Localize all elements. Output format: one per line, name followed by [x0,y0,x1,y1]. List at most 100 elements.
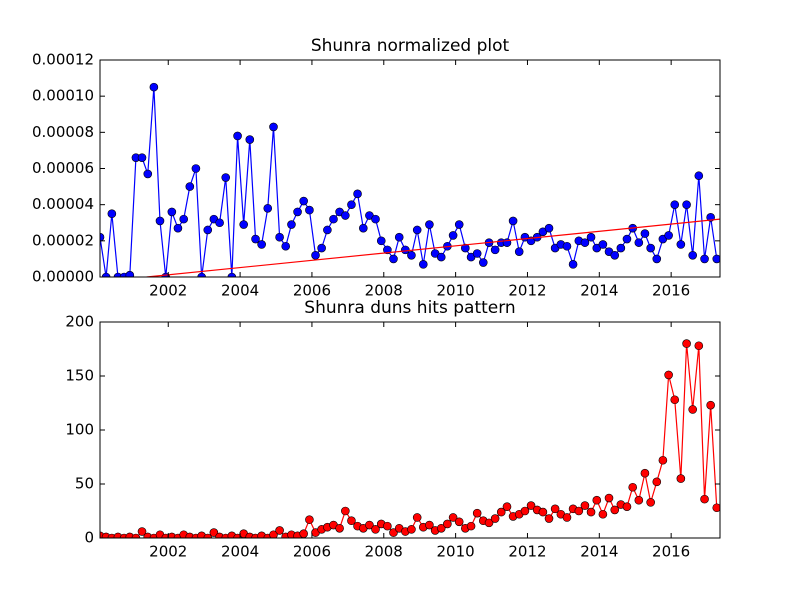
data-point [448,231,458,240]
data-point [167,207,177,217]
data-point [676,474,686,483]
y-tick-label: 0.00004 [32,195,94,213]
data-point [712,254,720,264]
data-point [305,205,314,215]
data-point [305,515,314,524]
data-point [376,236,386,246]
data-point [628,482,638,492]
data-point [592,495,602,505]
data-point [389,528,398,537]
data-point [688,251,697,260]
data-point [646,498,655,507]
data-point [221,173,231,182]
data-point [562,241,572,251]
data-point [203,225,213,235]
data-point [137,527,147,536]
x-tick-label: 2004 [221,543,259,561]
data-point [688,405,697,414]
y-tick-label: 0.00000 [32,268,94,286]
data-point [197,272,206,277]
data-point [634,495,644,505]
data-point [299,529,308,538]
data-point [682,200,691,209]
data-point [383,521,392,531]
data-point [466,521,476,531]
data-point [706,400,715,410]
data-point [538,507,548,517]
data-point [568,260,578,269]
y-tick-label: 0.00012 [32,51,94,69]
data-point [239,220,248,229]
x-tick-label: 2016 [652,282,690,300]
data-point [562,513,572,522]
data-point [209,528,219,537]
data-point [652,254,662,264]
data-point [610,251,620,260]
data-point [269,530,278,538]
data-point [155,216,165,226]
y-tick-label: 0.00008 [32,123,94,141]
data-point [544,223,554,233]
data-point [514,247,524,256]
plot-area [100,322,720,538]
data-point [143,169,153,179]
data-point [664,370,673,380]
data-point [580,238,590,247]
series-line [146,218,720,277]
data-point [269,122,278,132]
data-point [353,189,362,199]
data-point [418,260,428,269]
data-point [335,523,344,533]
y-tick-label: 0 [84,529,94,547]
data-point [323,225,332,235]
data-point [604,493,614,503]
data-point [676,240,686,249]
data-point [574,506,584,516]
data-point [287,220,296,229]
data-point [425,220,434,229]
data-point [257,240,266,249]
series-group [100,82,720,277]
data-point [586,232,596,242]
plot-area [100,60,720,277]
data-point [622,502,632,511]
data-point [508,216,518,226]
x-tick-label: 2006 [293,282,331,300]
data-point [454,220,464,229]
x-tick-label: 2010 [437,543,475,561]
data-point [454,517,464,527]
data-point [664,231,673,240]
data-point [281,241,291,251]
chart-title: Shunra duns hits pattern [304,298,515,318]
data-point [299,196,308,206]
data-point [652,477,662,487]
x-tick-label: 2010 [437,282,475,300]
data-point [329,214,338,224]
data-point [622,234,632,244]
data-point [125,270,135,277]
data-point [101,272,111,277]
data-point [341,211,350,220]
data-point [203,533,213,538]
data-point [526,501,536,510]
data-point [233,131,242,141]
y-tick-label: 200 [65,313,94,331]
data-point [371,214,380,224]
data-point [448,513,458,522]
data-point [472,508,482,518]
data-point [550,504,560,514]
data-point [347,516,356,526]
data-point [484,518,494,528]
data-point [496,507,506,517]
data-point [173,223,183,233]
data-point [407,251,416,260]
y-tick-label: 0.00010 [32,87,94,105]
data-point [191,164,201,173]
data-point [490,514,500,523]
data-point [580,501,590,510]
data-point [658,455,668,465]
data-point [275,232,284,242]
x-tick-label: 2012 [508,543,546,561]
data-point [478,258,488,267]
